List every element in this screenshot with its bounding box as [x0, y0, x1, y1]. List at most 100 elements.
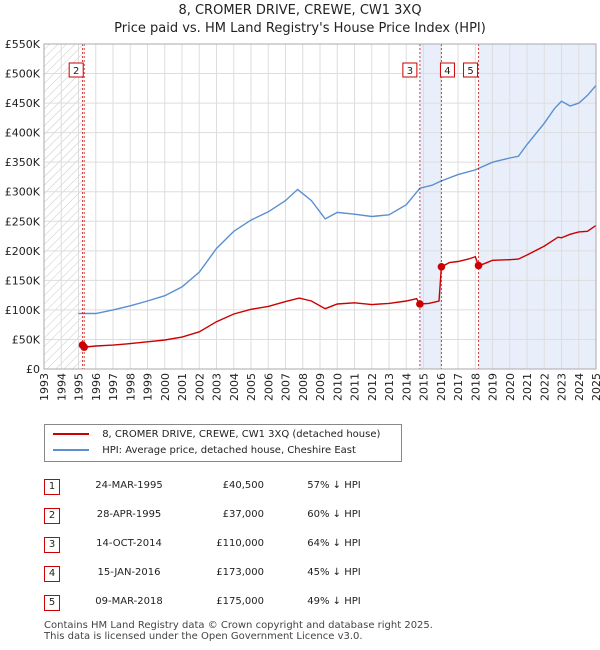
x-tick-label: 1997 [107, 373, 120, 401]
y-tick-label: £550K [5, 38, 41, 51]
y-tick-label: £350K [5, 156, 41, 169]
transaction-number: 4 [44, 566, 60, 582]
marker-box [68, 62, 84, 78]
transaction-price: £173,000 [216, 567, 264, 578]
transaction-hpi: 64% ↓ HPI [307, 538, 361, 549]
x-tick-label: 2018 [469, 373, 482, 401]
x-tick-label: 2014 [400, 373, 413, 401]
marker-number: 3 [407, 66, 413, 77]
legend-item-hpi: HPI: Average price, detached house, Ches… [53, 443, 356, 459]
x-tick-label: 2019 [487, 373, 500, 401]
x-tick-label: 2020 [504, 373, 517, 401]
table-row: 3 14-OCT-2014 £110,000 64% ↓ HPI [44, 532, 584, 561]
x-tick-label: 2004 [228, 373, 241, 401]
y-tick-label: £200K [5, 245, 41, 258]
table-row: 2 28-APR-1995 £37,000 60% ↓ HPI [44, 503, 584, 532]
sale-point [474, 261, 483, 270]
y-tick-label: £500K [5, 68, 41, 81]
footer: Contains HM Land Registry data © Crown c… [44, 620, 433, 642]
y-tick-label: £150K [5, 274, 41, 287]
x-tick-label: 1996 [90, 373, 103, 401]
chart-title: 8, CROMER DRIVE, CREWE, CW1 3XQ [178, 3, 422, 18]
table-row: 1 24-MAR-1995 £40,500 57% ↓ HPI [44, 474, 584, 503]
transaction-date: 09-MAR-2018 [95, 596, 163, 607]
x-tick-label: 2009 [314, 373, 327, 401]
x-tick-label: 2023 [556, 373, 569, 401]
marker-number: 5 [467, 66, 473, 77]
marker-label-5: 5 [463, 62, 479, 78]
legend-item-property: 8, CROMER DRIVE, CREWE, CW1 3XQ (detache… [53, 427, 380, 443]
marker-box [463, 62, 479, 78]
transaction-price: £110,000 [216, 538, 264, 549]
x-tick-label: 2005 [245, 373, 258, 401]
x-tick-label: 2012 [366, 373, 379, 401]
transaction-date: 28-APR-1995 [96, 509, 162, 520]
transaction-number: 3 [44, 537, 60, 553]
sale-point [416, 300, 424, 308]
x-tick-label: 2016 [435, 373, 448, 401]
shaded-region [478, 44, 596, 369]
x-tick-label: 2001 [176, 373, 189, 401]
x-tick-label: 2002 [193, 373, 206, 401]
sale-point [437, 262, 446, 271]
transaction-price: £37,000 [222, 509, 264, 520]
x-tick-label: 2021 [521, 373, 534, 401]
sale-point [80, 343, 88, 351]
transaction-hpi: 57% ↓ HPI [307, 480, 361, 491]
table-row: 5 09-MAR-2018 £175,000 49% ↓ HPI [44, 590, 584, 619]
transactions-table: 1 24-MAR-1995 £40,500 57% ↓ HPI 2 28-APR… [44, 474, 584, 619]
marker-label-3: 3 [402, 62, 418, 78]
marker-box [402, 62, 418, 78]
x-tick-label: 2003 [211, 373, 224, 401]
x-tick-label: 2006 [262, 373, 275, 401]
chart-subtitle: Price paid vs. HM Land Registry's House … [114, 21, 486, 36]
y-tick-label: £400K [5, 127, 41, 140]
x-tick-label: 2015 [418, 373, 431, 401]
transaction-hpi: 60% ↓ HPI [307, 509, 361, 520]
transaction-price: £40,500 [222, 480, 264, 491]
x-tick-label: 1993 [38, 373, 51, 401]
footer-copyright: Contains HM Land Registry data © Crown c… [44, 620, 433, 631]
legend-swatch-hpi [53, 449, 89, 451]
x-tick-label: 2010 [331, 373, 344, 401]
y-tick-label: £450K [5, 97, 41, 110]
transaction-date: 15-JAN-2016 [97, 567, 161, 578]
transaction-hpi: 49% ↓ HPI [307, 596, 361, 607]
marker-label-2: 2 [68, 62, 84, 78]
y-tick-label: £50K [12, 333, 41, 346]
transaction-number: 2 [44, 508, 60, 524]
hatched-region [44, 44, 82, 369]
y-tick-label: £100K [5, 304, 41, 317]
x-tick-label: 2022 [538, 373, 551, 401]
hpi-line [78, 84, 597, 315]
table-row: 4 15-JAN-2016 £173,000 45% ↓ HPI [44, 561, 584, 590]
y-tick-label: £300K [5, 186, 41, 199]
marker-box [439, 62, 455, 78]
transaction-hpi: 45% ↓ HPI [307, 567, 361, 578]
marker-label-4: 4 [439, 62, 455, 78]
chart-title-block: 8, CROMER DRIVE, CREWE, CW1 3XQ Price pa… [0, 2, 600, 38]
transaction-date: 24-MAR-1995 [95, 480, 163, 491]
transaction-number: 5 [44, 595, 60, 611]
legend: 8, CROMER DRIVE, CREWE, CW1 3XQ (detache… [44, 424, 402, 462]
x-tick-label: 2007 [280, 373, 293, 401]
x-tick-label: 2017 [452, 373, 465, 401]
legend-swatch-property [53, 433, 89, 435]
property-price-line [81, 224, 597, 348]
y-tick-label: £250K [5, 215, 41, 228]
transaction-date: 14-OCT-2014 [96, 538, 162, 549]
marker-number: 2 [73, 66, 79, 77]
shaded-region [419, 44, 442, 369]
x-tick-label: 1994 [55, 373, 68, 401]
x-tick-label: 2000 [159, 373, 172, 401]
legend-label-property: 8, CROMER DRIVE, CREWE, CW1 3XQ (detache… [102, 429, 381, 440]
legend-label-hpi: HPI: Average price, detached house, Ches… [102, 445, 356, 456]
x-tick-label: 1999 [142, 373, 155, 401]
footer-licence: This data is licensed under the Open Gov… [44, 631, 363, 642]
x-tick-label: 2013 [383, 373, 396, 401]
x-tick-label: 2025 [590, 373, 600, 401]
price-chart: 2 3 4 5 £0 £50K £100K £150K £200K £250K £300K £350… [5, 38, 600, 401]
transaction-price: £175,000 [216, 596, 264, 607]
x-tick-label: 2011 [349, 373, 362, 401]
y-tick-label: £0 [26, 363, 40, 376]
